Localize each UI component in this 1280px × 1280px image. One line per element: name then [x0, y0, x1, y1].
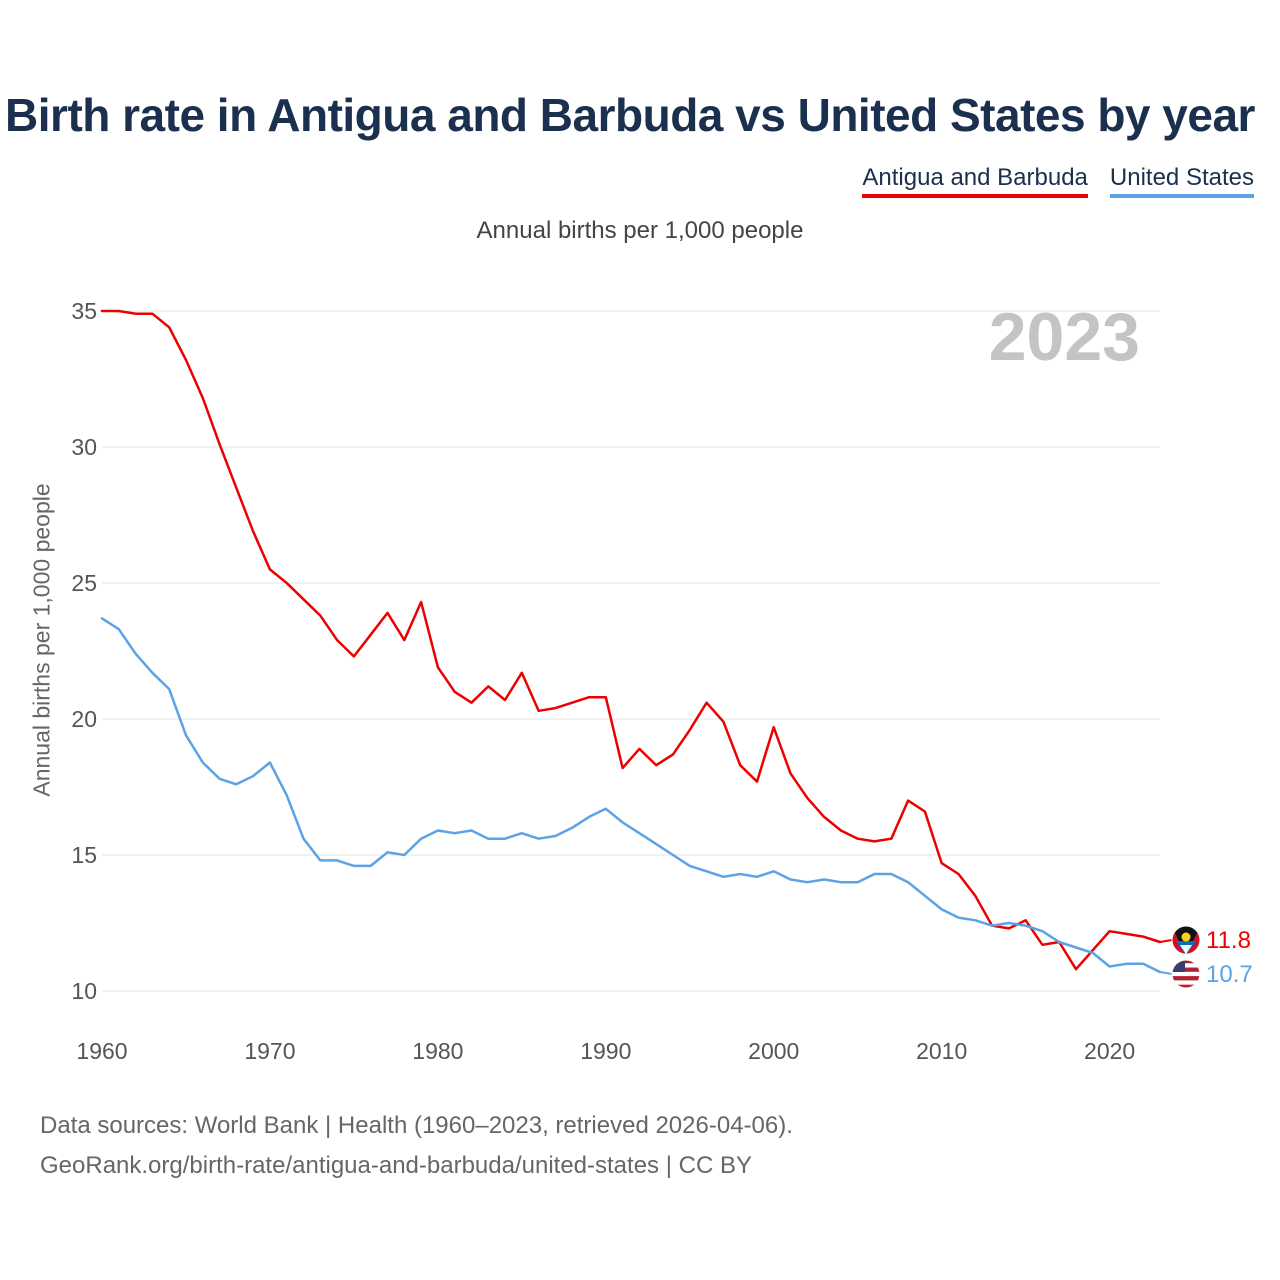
legend-item-united-states[interactable]: United States: [1109, 164, 1254, 198]
end-value-label: 11.8: [1206, 927, 1251, 954]
y-axis-ticks: 10 15 20 25 30 35: [71, 298, 97, 1004]
x-tick-label: 2020: [1084, 1038, 1135, 1064]
source-url: GeoRank.org/birth-rate/antigua-and-barbu…: [40, 1152, 752, 1179]
footer: Data sources: World Bank | Health (1960–…: [40, 1106, 793, 1186]
x-tick-label: 1970: [244, 1038, 295, 1064]
x-axis-ticks: 1960 1970 1980 1990 2000 2010 2020: [76, 1038, 1135, 1064]
y-tick-label: 25: [71, 570, 97, 596]
y-tick-label: 30: [71, 434, 97, 460]
end-value-label: 10.7: [1206, 961, 1253, 988]
end-markers: 11.8 10.7: [1159, 925, 1253, 989]
series-line-antigua-and-barbuda[interactable]: [100, 309, 1162, 971]
leader-line: [1159, 970, 1173, 975]
y-tick-label: 10: [71, 978, 97, 1004]
grid-lines: [102, 310, 1160, 992]
x-tick-label: 2000: [748, 1038, 799, 1064]
line-chart: 10 15 20 25 30 35 1960 1970 1980 1990 2000 2010 202…: [71, 298, 1253, 1064]
series-lines: [100, 309, 1162, 974]
y-tick-label: 20: [71, 706, 97, 732]
x-tick-label: 1960: [76, 1038, 127, 1064]
legend-item-antigua-and-barbuda[interactable]: Antigua and Barbuda: [862, 164, 1088, 198]
x-tick-label: 1990: [580, 1038, 631, 1064]
chart-subtitle: Annual births per 1,000 people: [476, 217, 804, 244]
y-tick-label: 15: [71, 842, 97, 868]
leader-line: [1159, 939, 1173, 944]
x-tick-label: 1980: [412, 1038, 463, 1064]
y-tick-label: 35: [71, 298, 97, 324]
legend: Antigua and Barbuda United States: [862, 164, 1254, 198]
antigua-and-barbuda-flag-icon: [1171, 925, 1201, 955]
source-note: Data sources: World Bank | Health (1960–…: [40, 1112, 793, 1139]
united-states-flag-icon: [1171, 959, 1201, 989]
year-watermark: 2023: [989, 299, 1140, 375]
chart-title: Birth rate in Antigua and Barbuda vs Uni…: [5, 89, 1255, 141]
series-line-united-states[interactable]: [100, 617, 1162, 974]
x-tick-label: 2010: [916, 1038, 967, 1064]
